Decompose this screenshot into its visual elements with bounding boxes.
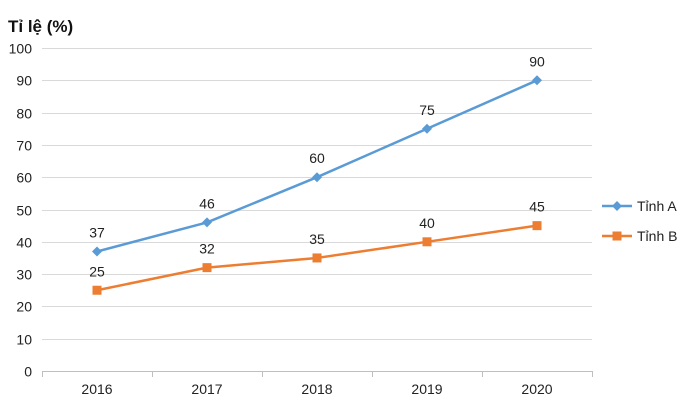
- y-tick-label: 40: [16, 235, 32, 251]
- data-label: 40: [419, 215, 435, 231]
- data-point: [532, 221, 542, 231]
- data-label: 25: [89, 263, 105, 279]
- data-point: [422, 237, 432, 247]
- data-point: [532, 75, 542, 86]
- y-axis-title: Tỉ lệ (%): [8, 17, 73, 36]
- y-tick-label: 0: [24, 364, 32, 380]
- y-tick-label: 50: [16, 203, 32, 219]
- data-point: [312, 172, 322, 183]
- data-point: [92, 285, 102, 295]
- y-tick-label: 70: [16, 138, 32, 154]
- legend: Tỉnh A Tỉnh B: [602, 198, 677, 244]
- data-label: 35: [309, 231, 325, 247]
- x-tick-label: 2018: [301, 381, 332, 397]
- x-tick-label: 2020: [521, 381, 552, 397]
- y-tick-label: 100: [9, 41, 33, 57]
- series-group: [92, 75, 542, 295]
- y-tick-label: 20: [16, 299, 32, 315]
- data-label: 32: [199, 241, 215, 257]
- y-tick-label: 10: [16, 332, 32, 348]
- gridlines: [42, 48, 592, 372]
- legend-marker: [612, 201, 622, 211]
- x-tick-label: 2016: [81, 381, 112, 397]
- y-tick-label: 30: [16, 267, 32, 283]
- data-point: [202, 263, 212, 273]
- data-label: 45: [529, 199, 545, 215]
- x-tick-label: 2017: [191, 381, 222, 397]
- data-label: 60: [309, 150, 325, 166]
- data-label: 90: [529, 53, 545, 69]
- legend-label: Tỉnh A: [637, 198, 677, 214]
- data-point: [92, 246, 102, 257]
- x-axis: 2016 2017 2018 2019 2020: [42, 371, 593, 397]
- legend-label: Tỉnh B: [637, 228, 677, 244]
- data-point: [422, 123, 432, 134]
- x-tick-label: 2019: [411, 381, 442, 397]
- data-labels: 37 46 60 75 90 25 32 35 40 45: [89, 53, 545, 279]
- y-tick-label: 80: [16, 106, 32, 122]
- data-point: [202, 217, 212, 228]
- data-label: 75: [419, 102, 435, 118]
- y-tick-label: 60: [16, 170, 32, 186]
- y-axis-tick-labels: 0 10 20 30 40 50 60 70 80 90 100: [9, 41, 33, 380]
- data-label: 46: [199, 195, 215, 211]
- y-tick-label: 90: [16, 73, 32, 89]
- legend-marker: [612, 231, 622, 241]
- data-label: 37: [89, 224, 105, 240]
- data-point: [312, 253, 322, 263]
